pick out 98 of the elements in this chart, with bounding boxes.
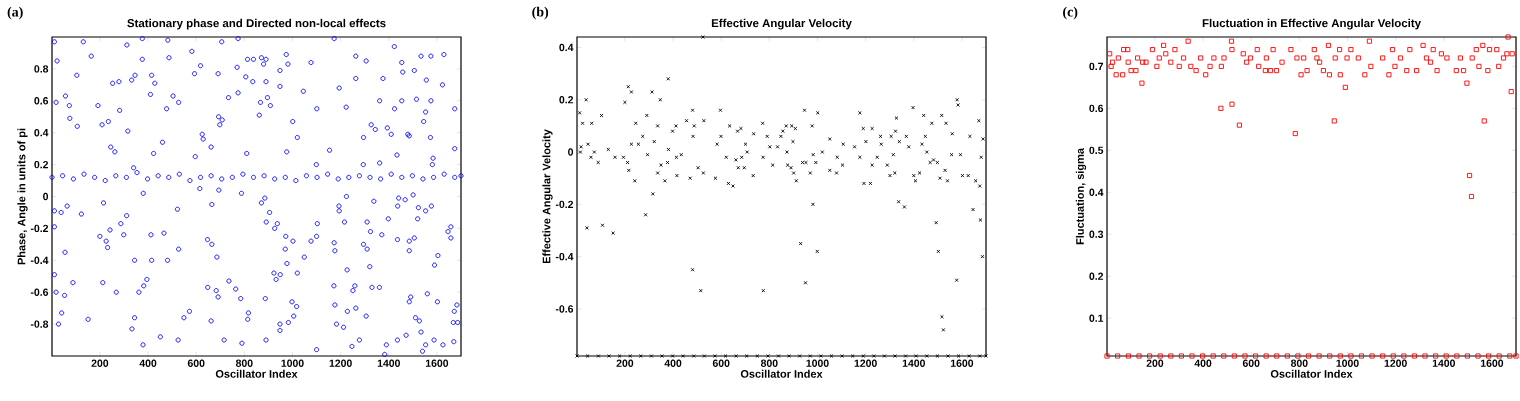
point	[452, 174, 458, 180]
y-axis-title: Phase, Angle in units of pi	[17, 128, 28, 265]
y-tick-label: 0.5	[1089, 146, 1104, 155]
x-tick-label: 1000	[806, 359, 829, 367]
y-tick-label: 0.2	[1089, 272, 1104, 280]
y-tick-label: -0.2	[555, 200, 574, 209]
point	[378, 176, 384, 182]
y-tick-label: 0	[568, 148, 574, 156]
y-tick-label: 0.4	[559, 43, 574, 52]
x-tick-label: 200	[1146, 359, 1164, 367]
y-tick-label: 0.2	[559, 96, 574, 104]
x-tick-label: 1400	[377, 359, 400, 367]
text: (a)	[7, 6, 23, 20]
y-tick-label: 0	[43, 192, 49, 201]
point	[431, 174, 437, 180]
x-tick-label: 1200	[1384, 359, 1407, 367]
point	[367, 174, 373, 180]
point	[155, 173, 161, 179]
point	[293, 178, 299, 184]
point	[335, 176, 341, 182]
y-tick-label: 0.2	[34, 160, 49, 169]
x-axis-title: Oscillator Index	[740, 369, 823, 378]
y-tick-label: 0.8	[34, 65, 49, 73]
point	[399, 174, 405, 180]
point	[282, 174, 288, 180]
x-tick-label: 1200	[854, 359, 877, 367]
point	[81, 171, 87, 177]
chart-title: Stationary phase and Directed non-local effects	[127, 18, 386, 30]
point	[420, 176, 426, 182]
x-tick-label: 1600	[950, 359, 974, 367]
x-tick-label: 1400	[1432, 359, 1455, 367]
y-axis-title: Effective Angular Velocity	[542, 129, 553, 264]
point	[176, 171, 182, 177]
x-tick-label: 800	[760, 359, 778, 367]
x-tick-label: 600	[1242, 359, 1260, 367]
chart-title: Fluctuation in Effective Angular Velocity	[1202, 18, 1421, 30]
x-tick-label: 1600	[425, 359, 449, 367]
point	[197, 174, 204, 180]
point	[261, 173, 267, 179]
y-tick-label: 0.7	[1089, 62, 1104, 71]
point	[356, 173, 362, 179]
y-axis-title: Fluctuation, sigma	[1075, 148, 1087, 245]
y-tick-label: -0.8	[30, 320, 49, 328]
y-tick-label: -0.2	[30, 224, 49, 233]
x-tick-label: 400	[139, 359, 157, 367]
point	[303, 173, 309, 179]
y-tick-label: -0.4	[30, 256, 49, 265]
point	[123, 174, 129, 180]
point	[458, 173, 464, 179]
x-tick-label: 1400	[902, 359, 925, 367]
point	[134, 170, 140, 176]
point	[240, 171, 246, 177]
text: (b)	[532, 6, 549, 20]
point	[272, 176, 278, 182]
x-tick-label: 1200	[329, 359, 352, 367]
point	[60, 173, 66, 179]
x-tick-label: 600	[187, 359, 205, 367]
x-tick-label: 1600	[1480, 359, 1504, 367]
y-tick-label: -0.6	[555, 305, 574, 313]
point	[314, 174, 320, 180]
point	[166, 174, 172, 180]
point	[409, 173, 415, 179]
point	[49, 174, 55, 180]
x-tick-label: 200	[616, 359, 634, 367]
x-tick-label: 200	[91, 359, 109, 367]
point	[102, 178, 108, 184]
point	[441, 171, 447, 177]
x-axis-title: Oscillator Index	[215, 369, 298, 378]
point	[70, 176, 76, 182]
y-tick-label: 0.6	[34, 97, 49, 105]
point	[92, 174, 98, 180]
point	[219, 176, 225, 182]
x-tick-label: 800	[235, 359, 253, 367]
y-tick-label: -0.4	[555, 252, 574, 261]
x-tick-label: 1000	[1336, 359, 1359, 367]
chart-title: Effective Angular Velocity	[711, 18, 852, 30]
y-tick-label: 0.1	[1089, 314, 1104, 322]
point	[250, 174, 257, 180]
x-tick-label: 800	[1290, 359, 1308, 367]
point	[187, 178, 193, 184]
x-tick-label: 400	[664, 359, 682, 367]
x-axis-title: Oscillator Index	[1270, 369, 1353, 378]
point	[229, 174, 235, 180]
point	[145, 176, 151, 182]
point	[388, 171, 394, 177]
y-tick-label: -0.6	[30, 288, 49, 296]
y-tick-label: 0.4	[34, 129, 49, 137]
point	[208, 173, 214, 179]
x-tick-label: 1000	[281, 359, 304, 367]
y-tick-label: 0.6	[1089, 104, 1104, 113]
point	[113, 173, 119, 179]
point	[346, 174, 352, 180]
point	[325, 171, 331, 177]
x-tick-label: 400	[1194, 359, 1212, 367]
x-tick-label: 600	[712, 359, 730, 367]
y-tick-label: 0.3	[1089, 230, 1104, 238]
y-tick-label: 0.4	[1089, 188, 1104, 197]
text: (c)	[1063, 6, 1078, 20]
